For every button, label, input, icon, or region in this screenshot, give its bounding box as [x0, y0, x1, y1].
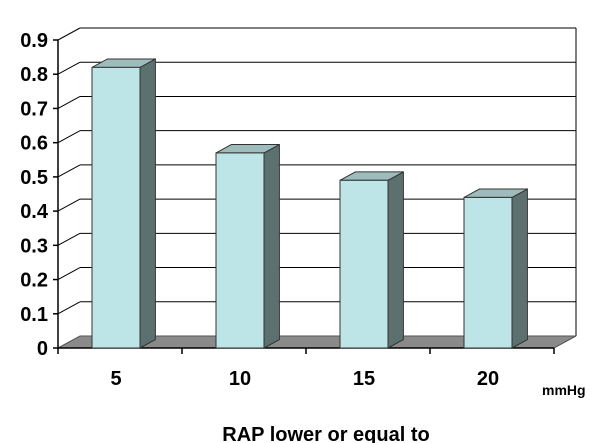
- grid-line-depth: [57, 267, 81, 280]
- bar-front: [215, 152, 265, 349]
- y-tick-label: 0.9: [20, 30, 48, 52]
- x-axis-title: RAP lower or equal to: [222, 424, 429, 443]
- bar-side: [387, 171, 404, 349]
- x-tick-labels: 5 10 15 20: [110, 368, 499, 390]
- grid-line-depth: [57, 96, 81, 109]
- bar: [91, 58, 156, 349]
- grid-line-depth: [57, 232, 81, 246]
- bars: [91, 58, 528, 349]
- bar-side: [139, 58, 156, 349]
- y-tick-label: 0.3: [20, 235, 48, 257]
- x-tick-label: 10: [229, 368, 251, 390]
- y-tick-label: 0.2: [20, 270, 48, 292]
- x-tick-label: 20: [477, 368, 499, 390]
- y-tick-label: 0.5: [20, 167, 48, 189]
- y-tick-label: 0.8: [20, 64, 48, 86]
- bar: [339, 171, 404, 349]
- x-tick-label: 5: [110, 368, 121, 390]
- grid-line-depth: [57, 198, 81, 212]
- y-tick-label: 0: [37, 338, 48, 360]
- bar-side: [511, 188, 528, 349]
- y-tick-label: 0.1: [20, 304, 48, 326]
- grid-line-depth: [57, 301, 81, 315]
- x-tick-label: 15: [353, 368, 375, 390]
- bar: [215, 143, 280, 349]
- y-tick-labels: 0 0.1 0.2 0.3 0.4 0.5 0.6 0.7 0.8 0.9: [20, 30, 49, 360]
- grid-line-depth: [57, 61, 81, 75]
- grid-line-depth: [57, 130, 81, 144]
- bar: [463, 188, 528, 349]
- grid-lines: [57, 27, 577, 336]
- x-axis-unit: mmHg: [542, 382, 586, 398]
- grid-line-depth: [57, 164, 81, 178]
- bar-front: [339, 179, 389, 349]
- bar-front: [91, 66, 141, 349]
- bar-side: [263, 143, 280, 349]
- bar-front: [463, 196, 513, 349]
- grid-line-depth: [57, 27, 81, 41]
- y-tick-label: 0.6: [20, 133, 48, 155]
- y-tick-label: 0.7: [20, 98, 48, 120]
- y-tick-label: 0.4: [20, 201, 49, 223]
